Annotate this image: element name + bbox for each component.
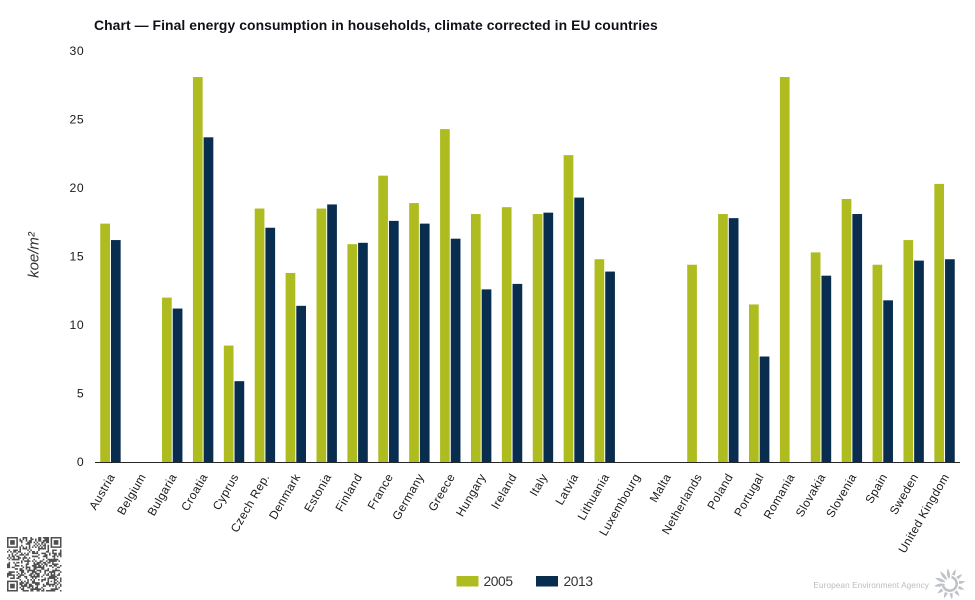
svg-text:Latvia: Latvia bbox=[552, 471, 581, 507]
svg-text:Spain: Spain bbox=[862, 471, 890, 506]
svg-text:5: 5 bbox=[77, 387, 84, 401]
svg-text:Greece: Greece bbox=[425, 471, 458, 514]
svg-text:0: 0 bbox=[77, 455, 84, 469]
svg-text:15: 15 bbox=[70, 250, 85, 264]
svg-text:Finland: Finland bbox=[332, 471, 365, 514]
svg-text:Poland: Poland bbox=[704, 471, 736, 512]
svg-text:Austria: Austria bbox=[86, 471, 118, 512]
svg-text:20: 20 bbox=[70, 181, 85, 195]
svg-text:Belgium: Belgium bbox=[114, 471, 149, 517]
svg-text:Chart — Final energy consumpti: Chart — Final energy consumption in hous… bbox=[94, 17, 658, 33]
svg-text:Cyprus: Cyprus bbox=[210, 471, 242, 512]
svg-text:25: 25 bbox=[70, 113, 85, 127]
svg-text:2013: 2013 bbox=[564, 574, 594, 589]
svg-text:Slovenia: Slovenia bbox=[823, 471, 859, 520]
svg-text:Bulgaria: Bulgaria bbox=[144, 471, 179, 518]
svg-text:Sweden: Sweden bbox=[887, 471, 922, 517]
svg-text:Ireland: Ireland bbox=[488, 471, 520, 512]
svg-text:2005: 2005 bbox=[484, 574, 514, 589]
svg-text:30: 30 bbox=[70, 44, 85, 58]
svg-text:European Environment Agency: European Environment Agency bbox=[813, 581, 929, 590]
svg-text:Malta: Malta bbox=[647, 471, 675, 505]
svg-text:Hungary: Hungary bbox=[453, 471, 489, 519]
svg-text:Croatia: Croatia bbox=[178, 471, 211, 513]
svg-text:10: 10 bbox=[70, 318, 85, 332]
svg-text:Estonia: Estonia bbox=[301, 471, 334, 515]
svg-text:Italy: Italy bbox=[527, 471, 551, 498]
svg-text:France: France bbox=[364, 471, 396, 512]
svg-text:koe/m²: koe/m² bbox=[25, 231, 42, 278]
